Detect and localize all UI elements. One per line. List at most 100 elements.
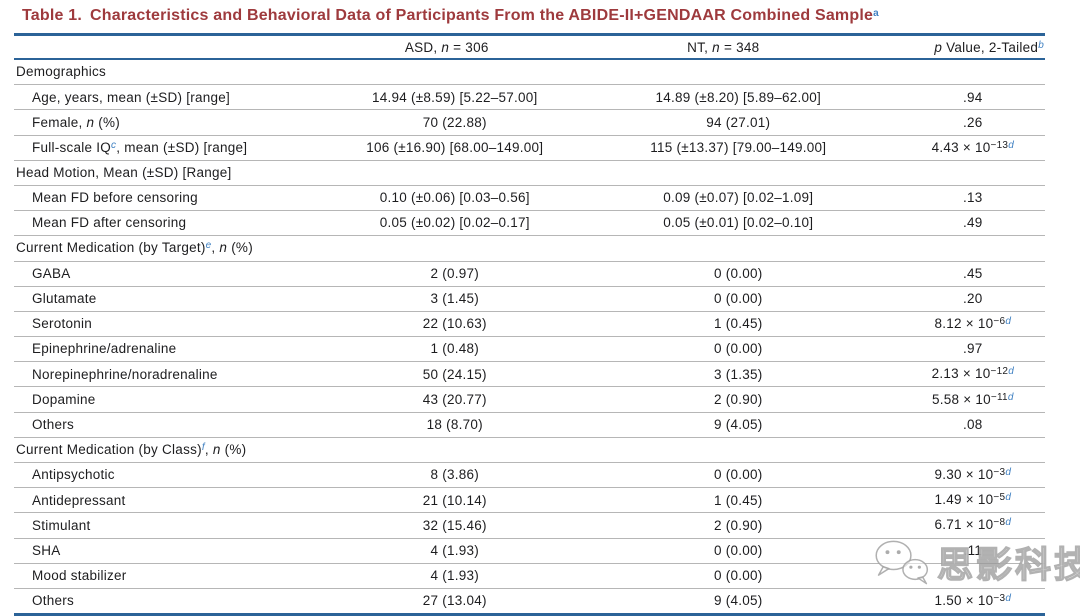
text-segment: , mean (±SD) [range]	[116, 139, 248, 155]
text-segment: ASD,	[404, 39, 442, 55]
nt-value-cell: 0 (0.00)	[576, 563, 901, 588]
p-value-cell: 5.58 × 10−11d	[901, 387, 1045, 412]
data-row: Mean FD after censoring 0.05 (±0.02) [0.0…	[14, 211, 1045, 236]
p-value-cell	[901, 160, 1045, 185]
text-segment: 0 (0.00)	[714, 568, 763, 584]
asd-value-cell: 106 (±16.90) [68.00–149.00]	[334, 135, 576, 160]
p-value-cell: .11	[901, 538, 1045, 563]
text-segment: Female,	[32, 114, 87, 130]
nt-value-cell	[576, 59, 901, 85]
text-segment: .26	[963, 114, 983, 130]
text-segment: 0 (0.00)	[714, 542, 763, 558]
p-value-cell: .45	[901, 261, 1045, 286]
nt-value-cell: 3 (1.35)	[576, 362, 901, 387]
text-segment: b	[1038, 39, 1044, 51]
row-label-cell: Mood stabilizer	[14, 563, 334, 588]
text-segment: (%)	[94, 114, 121, 130]
nt-value-cell	[576, 160, 901, 185]
text-segment: d	[1005, 517, 1012, 529]
text-segment: Mean FD before censoring	[32, 190, 198, 206]
row-label-cell: Antidepressant	[14, 488, 334, 513]
asd-value-cell: 3 (1.45)	[334, 286, 576, 311]
nt-value-cell: 0.09 (±0.07) [0.02–1.09]	[576, 185, 901, 210]
section-row: Current Medication (by Target)e, n (%)	[14, 236, 1045, 261]
p-value-cell: .20	[901, 286, 1045, 311]
text-segment: d	[1007, 391, 1014, 403]
text-segment: 50 (24.15)	[422, 366, 487, 382]
text-segment: 4.43 × 10	[931, 139, 991, 155]
text-segment: ,	[204, 441, 213, 457]
text-segment: 5.58 × 10	[931, 391, 991, 407]
text-segment: Current Medication (by Class)	[16, 441, 202, 457]
text-segment: 1 (0.45)	[714, 492, 763, 508]
data-row: Norepinephrine/noradrenaline 50 (24.15) 3 …	[14, 362, 1045, 387]
section-row: Demographics	[14, 59, 1045, 85]
text-segment: .94	[963, 89, 983, 105]
column-header-p-value: p Value, 2-Tailedb	[901, 35, 1045, 60]
nt-value-cell: 14.89 (±8.20) [5.89–62.00]	[576, 85, 901, 110]
text-segment: d	[1005, 593, 1012, 605]
text-segment: 1 (0.45)	[714, 316, 763, 332]
text-segment: (%)	[220, 441, 247, 457]
text-segment: Serotonin	[32, 316, 93, 332]
text-segment: n	[712, 39, 720, 55]
asd-value-cell: 4 (1.93)	[334, 538, 576, 563]
text-segment: 8.12 × 10	[934, 315, 994, 331]
row-label-cell: Mean FD before censoring	[14, 185, 334, 210]
data-row: Mean FD before censoring 0.10 (±0.06) [0.…	[14, 185, 1045, 211]
text-segment: 70 (22.88)	[422, 114, 487, 130]
text-segment: Value, 2-Tailed	[942, 39, 1039, 55]
nt-value-cell: 0 (0.00)	[576, 538, 901, 563]
asd-value-cell: 43 (20.77)	[334, 387, 576, 412]
text-segment: 0 (0.00)	[714, 467, 763, 483]
asd-value-cell: 32 (15.46)	[334, 513, 576, 538]
row-label-cell: GABA	[14, 261, 334, 286]
p-value-cell: 4.43 × 10−13d	[901, 135, 1045, 160]
text-segment: 115 (±13.37) [79.00–149.00]	[650, 139, 827, 155]
text-segment: ,	[211, 240, 220, 256]
text-segment: Demographics	[16, 64, 107, 80]
nt-value-cell	[576, 236, 901, 261]
text-segment: 14.89 (±8.20) [5.89–62.00]	[655, 89, 822, 105]
data-row: Others 27 (13.04) 9 (4.05) 1.50 × 10−3d	[14, 588, 1045, 614]
nt-value-cell: 1 (0.45)	[576, 488, 901, 513]
nt-value-cell: 2 (0.90)	[576, 387, 901, 412]
table-title: Table 1. Characteristics and Behavioral D…	[22, 7, 1050, 25]
text-segment: 3 (1.35)	[714, 366, 763, 382]
text-segment: Dopamine	[32, 391, 96, 407]
nt-value-cell: 0 (0.00)	[576, 286, 901, 311]
nt-value-cell: 9 (4.05)	[576, 588, 901, 614]
row-label-cell: Demographics	[14, 59, 334, 85]
data-row: Epinephrine/adrenaline 1 (0.48) 0 (0.00) .9…	[14, 337, 1045, 362]
row-label-cell: Serotonin	[14, 311, 334, 336]
data-row: Stimulant 32 (15.46) 2 (0.90) 6.71 × 10−8d	[14, 513, 1045, 539]
text-segment: .11	[963, 542, 983, 558]
text-segment: 22 (10.63)	[422, 316, 487, 332]
nt-value-cell	[576, 437, 901, 462]
text-segment: GABA	[32, 265, 71, 281]
text-segment: 0 (0.00)	[714, 341, 763, 357]
p-value-cell: 1.49 × 10−5d	[901, 488, 1045, 513]
row-label-cell: Norepinephrine/noradrenaline	[14, 362, 334, 387]
text-segment: Head Motion, Mean (±SD) [Range]	[16, 165, 232, 181]
text-segment: 8 (3.86)	[430, 467, 480, 483]
asd-value-cell	[334, 160, 576, 185]
text-segment: −6	[993, 315, 1006, 327]
asd-value-cell: 4 (1.93)	[334, 563, 576, 588]
asd-value-cell: 70 (22.88)	[334, 110, 576, 135]
text-segment: −13	[990, 139, 1009, 151]
p-value-cell: .49	[901, 211, 1045, 236]
p-value-cell: 1.50 × 10−3d	[901, 588, 1045, 614]
text-segment: 21 (10.14)	[422, 492, 487, 508]
data-row: Antidepressant 21 (10.14) 1 (0.45) 1.49 × 1…	[14, 488, 1045, 513]
text-segment: 0.05 (±0.02) [0.02–0.17]	[379, 215, 530, 231]
text-segment: 3 (1.45)	[430, 291, 480, 307]
text-segment: Mean FD after censoring	[32, 215, 187, 231]
row-label-cell: Age, years, mean (±SD) [range]	[14, 85, 334, 110]
text-segment: = 306	[449, 39, 489, 55]
text-segment: 27 (13.04)	[422, 593, 487, 609]
text-segment: e	[205, 240, 212, 252]
asd-value-cell: 0.05 (±0.02) [0.02–0.17]	[334, 211, 576, 236]
asd-value-cell: 22 (10.63)	[334, 311, 576, 336]
p-value-cell	[901, 563, 1045, 588]
